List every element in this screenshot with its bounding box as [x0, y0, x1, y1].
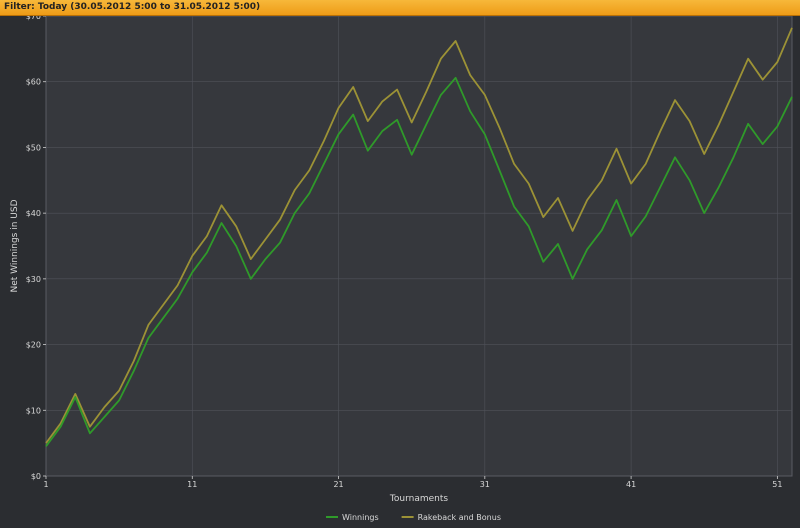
- x-tick-label: 1: [43, 480, 48, 489]
- plot-background: [45, 16, 793, 477]
- filter-label: Filter: Today (30.05.2012 5:00 to 31.05.…: [4, 2, 261, 12]
- legend: Winnings Rakeback and Bonus: [326, 513, 501, 522]
- y-tick-label: $0: [31, 472, 41, 481]
- x-tick-label: 31: [480, 480, 490, 489]
- series-line-winnings: [45, 76, 793, 447]
- y-tick-label: $40: [26, 209, 41, 218]
- legend-label: Rakeback and Bonus: [418, 513, 501, 522]
- y-axis-ticks: $0 $10 $20 $30 $40 $50 $60 $70: [26, 16, 46, 481]
- chart-area: $0 $10 $20 $30 $40 $50 $60 $70 1 11 21 31 41 51 Tour…: [0, 16, 800, 528]
- y-tick-label: $20: [26, 341, 41, 350]
- x-tick-label: 11: [187, 480, 197, 489]
- x-axis-ticks: 1 11 21 31 41 51: [43, 476, 782, 489]
- x-axis-title: Tournaments: [389, 494, 448, 504]
- net-winnings-chart: $0$10$20$30$40$50$60$70 1 11 21 31 41 51 Tour…: [10, 16, 793, 522]
- legend-label: Winnings: [342, 513, 379, 522]
- series-line-rakeback-and-bonus: [45, 27, 793, 444]
- y-tick-label: $10: [26, 406, 41, 415]
- x-tick-label: 21: [333, 480, 343, 489]
- y-tick-label: $50: [26, 143, 41, 152]
- y-tick-label: $70: [26, 16, 41, 21]
- y-tick-label: $30: [26, 275, 41, 284]
- y-tick-label: $60: [26, 78, 41, 87]
- x-tick-label: 51: [772, 480, 782, 489]
- y-axis-title: Net Winnings in USD: [10, 199, 20, 292]
- series-lines: [45, 27, 793, 447]
- x-tick-label: 41: [626, 480, 636, 489]
- grid-lines: [46, 16, 792, 476]
- filter-bar: Filter: Today (30.05.2012 5:00 to 31.05.…: [0, 0, 800, 16]
